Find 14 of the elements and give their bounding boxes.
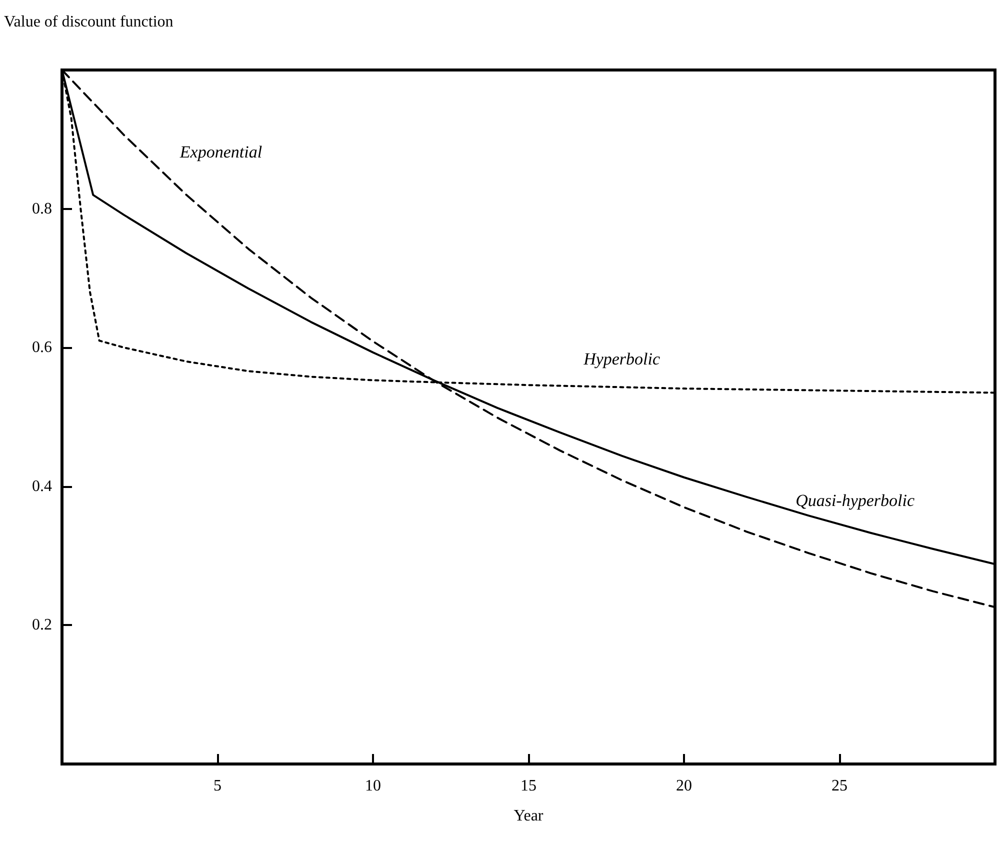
series-label: Quasi-hyperbolic — [796, 491, 915, 510]
x-axis-title: Year — [514, 808, 544, 824]
series-label: Exponential — [178, 142, 262, 162]
y-axis-title: Value of discount function — [4, 14, 174, 30]
y-tick-label: 0.8 — [32, 200, 52, 218]
y-tick-label: 0.4 — [32, 478, 52, 495]
x-tick-label: 20 — [676, 778, 692, 794]
series-label: Hyperbolic — [582, 350, 660, 369]
y-tick-label: 0.6 — [32, 339, 52, 356]
x-tick-label: 15 — [520, 778, 536, 794]
x-tick-label: 10 — [365, 778, 381, 794]
x-tick-label: 5 — [214, 778, 222, 794]
y-tick-label: 0.2 — [32, 616, 52, 634]
x-tick-label: 25 — [832, 778, 848, 794]
